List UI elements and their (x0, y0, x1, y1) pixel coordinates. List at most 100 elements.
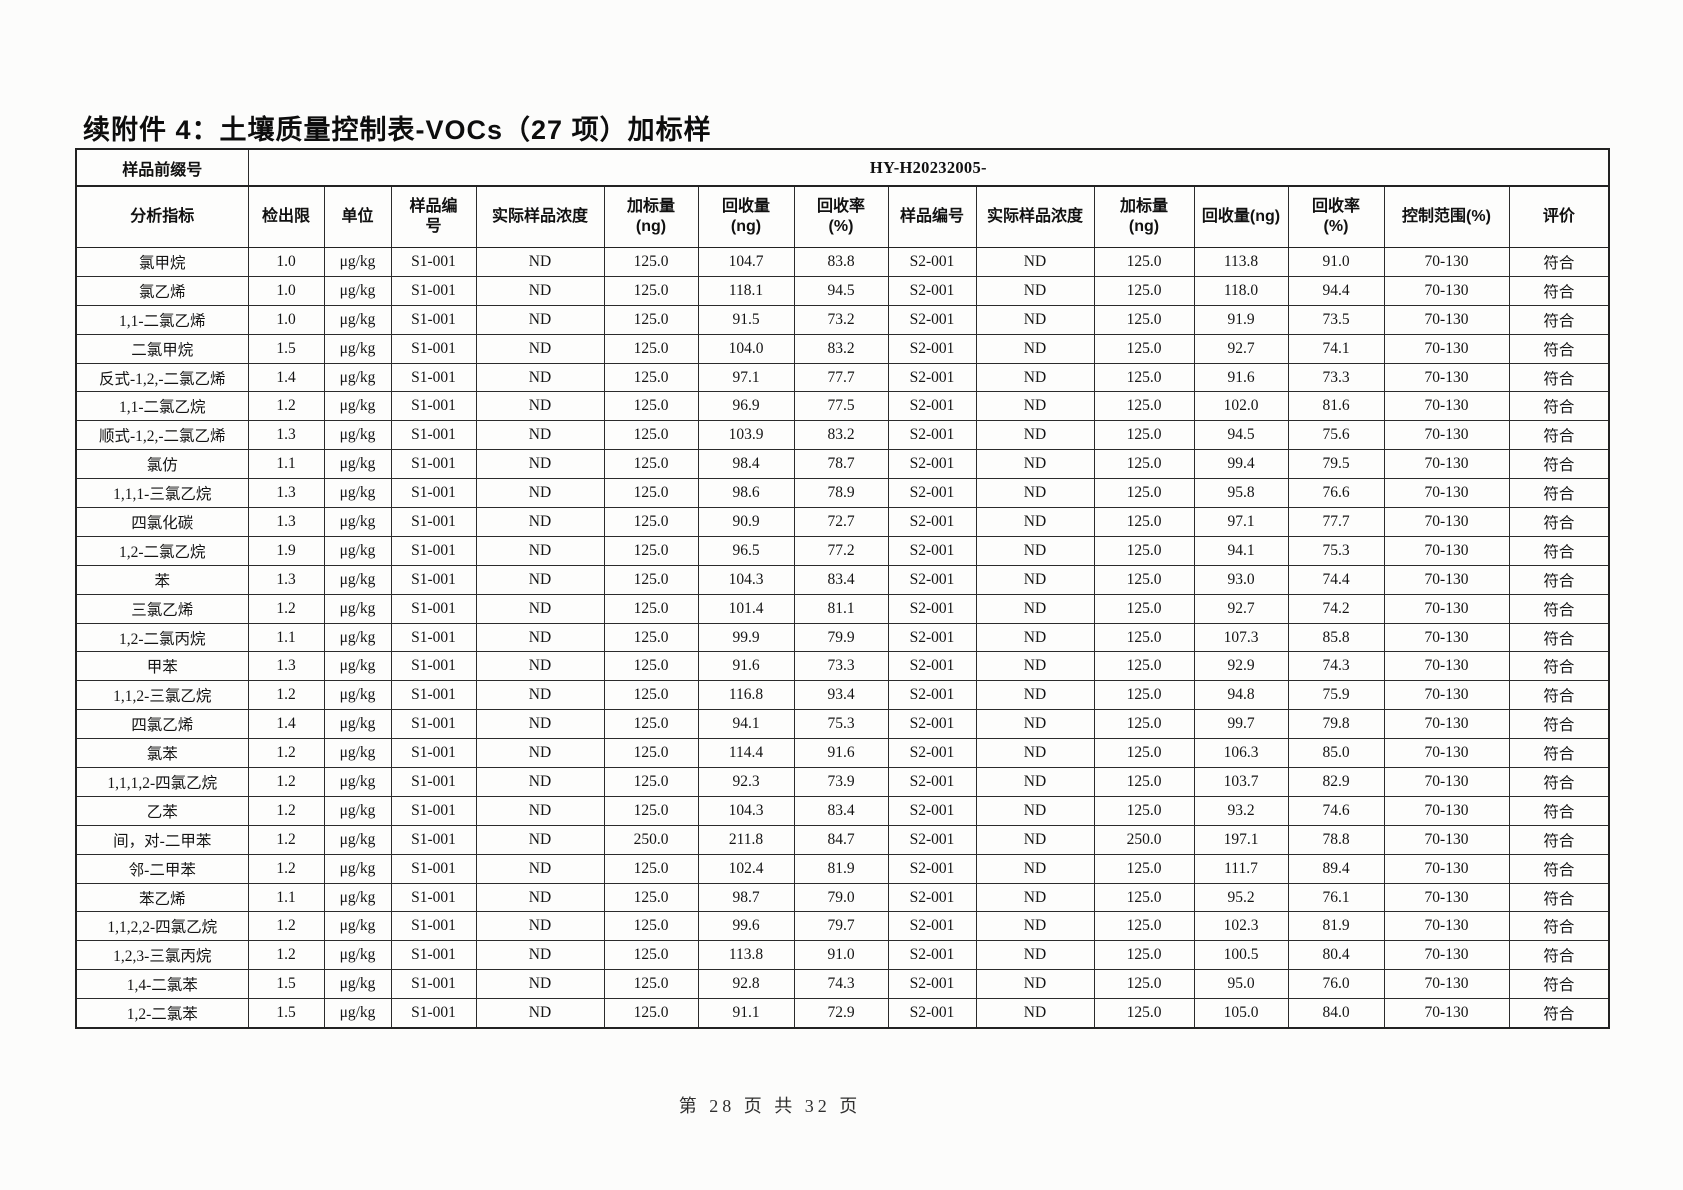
table-cell: 1.5 (247, 333, 325, 364)
table-cell: S1-001 (390, 680, 477, 711)
table-cell: 1.1 (247, 622, 325, 653)
table-cell: ND (475, 391, 605, 422)
table-cell: 符合 (1508, 449, 1610, 480)
table-cell: 83.2 (793, 420, 889, 451)
table-cell: 符合 (1508, 738, 1610, 769)
column-header: 回收量 (ng) (697, 185, 795, 248)
table-header-row: 分析指标 检出限 单位 样品编 号实际样品浓度 加标量 (ng) 回收量 (ng) 回收率 … (75, 185, 1610, 248)
table-cell: 91.6 (697, 651, 795, 682)
column-header: 控制范围(%) (1383, 185, 1510, 248)
table-cell: 1,1-二氯乙烯 (75, 304, 249, 335)
table-cell: 211.8 (697, 824, 795, 855)
table-cell: S2-001 (887, 853, 977, 884)
table-cell: 84.7 (793, 824, 889, 855)
table-cell: 125.0 (1093, 420, 1195, 451)
table-cell: 125.0 (1093, 651, 1195, 682)
table-cell: μg/kg (323, 853, 392, 884)
table-cell: 70-130 (1383, 593, 1510, 624)
table-cell: 70-130 (1383, 998, 1510, 1029)
table-row: 三氯乙烯 1.2 μg/kg S1-001 ND 125.0 101.4 81.1 S2-001… (75, 593, 1610, 624)
table-cell: 93.2 (1193, 795, 1289, 826)
table-cell: 70-130 (1383, 420, 1510, 451)
table-cell: 125.0 (1093, 304, 1195, 335)
table-cell: 92.9 (1193, 651, 1289, 682)
table-cell: 95.2 (1193, 882, 1289, 913)
table-cell: μg/kg (323, 362, 392, 393)
table-cell: ND (475, 709, 605, 740)
table-cell: 1.3 (247, 420, 325, 451)
table-cell: 1,2-二氯乙烷 (75, 535, 249, 566)
table-cell: 1.3 (247, 507, 325, 537)
table-cell: 70-130 (1383, 767, 1510, 797)
table-row: 1,2-二氯丙烷 1.1 μg/kg S1-001 ND 125.0 99.9 79.9 S2-… (75, 622, 1610, 653)
table-cell: μg/kg (323, 738, 392, 769)
table-cell: 78.9 (793, 478, 889, 509)
table-cell: 70-130 (1383, 680, 1510, 711)
table-cell: S1-001 (390, 420, 477, 451)
table-cell: S1-001 (390, 651, 477, 682)
table-cell: μg/kg (323, 564, 392, 595)
table-cell: 70-130 (1383, 940, 1510, 971)
table-cell: S2-001 (887, 362, 977, 393)
table-cell: 76.0 (1287, 969, 1385, 1000)
table-cell: 90.9 (697, 507, 795, 537)
table-cell: 89.4 (1287, 853, 1385, 884)
table-cell: 111.7 (1193, 853, 1289, 884)
table-cell: 70-130 (1383, 275, 1510, 306)
table-cell: 氯苯 (75, 738, 249, 769)
table-cell: S1-001 (390, 478, 477, 509)
table-cell: 70-130 (1383, 622, 1510, 653)
table-cell: S2-001 (887, 304, 977, 335)
table-cell: 1.2 (247, 911, 325, 942)
table-cell: μg/kg (323, 247, 392, 277)
table-cell: 125.0 (603, 738, 699, 769)
table-cell: ND (475, 304, 605, 335)
table-cell: 81.9 (1287, 911, 1385, 942)
table-cell: S1-001 (390, 449, 477, 480)
table-cell: 85.0 (1287, 738, 1385, 769)
table-cell: 73.5 (1287, 304, 1385, 335)
table-cell: 1.3 (247, 564, 325, 595)
table-cell: 70-130 (1383, 824, 1510, 855)
table-cell: 符合 (1508, 969, 1610, 1000)
table-cell: S2-001 (887, 449, 977, 480)
table-row: 苯乙烯 1.1 μg/kg S1-001 ND 125.0 98.7 79.0 S2-001 ND… (75, 882, 1610, 913)
column-header: 检出限 (247, 185, 325, 248)
table-cell: ND (975, 969, 1095, 1000)
table-cell: 73.9 (793, 767, 889, 797)
table-cell: 符合 (1508, 651, 1610, 682)
table-cell: 125.0 (603, 478, 699, 509)
table-cell: 73.2 (793, 304, 889, 335)
table-cell: S1-001 (390, 535, 477, 566)
table-cell: 94.1 (697, 709, 795, 740)
table-cell: 符合 (1508, 593, 1610, 624)
table-cell: 四氯化碳 (75, 507, 249, 537)
table-cell: μg/kg (323, 882, 392, 913)
table-cell: 76.6 (1287, 478, 1385, 509)
table-cell: μg/kg (323, 275, 392, 306)
table-cell: 1.0 (247, 275, 325, 306)
table-cell: ND (975, 738, 1095, 769)
table-cell: 83.4 (793, 795, 889, 826)
table-cell: 氯甲烷 (75, 247, 249, 277)
table-cell: 104.3 (697, 564, 795, 595)
table-row: 1,2-二氯苯 1.5 μg/kg S1-001 ND 125.0 91.1 72.9 S2-0… (75, 998, 1610, 1029)
table-cell: μg/kg (323, 651, 392, 682)
table-row: 1,1,2,2-四氯乙烷 1.2 μg/kg S1-001 ND 125.0 99.6 79.… (75, 911, 1610, 942)
table-cell: 77.5 (793, 391, 889, 422)
table-cell: S1-001 (390, 940, 477, 971)
table-cell: S1-001 (390, 593, 477, 624)
table-cell: 1.0 (247, 247, 325, 277)
table-cell: 1.4 (247, 709, 325, 740)
table-cell: 75.3 (793, 709, 889, 740)
table-cell: 125.0 (603, 449, 699, 480)
table-cell: 70-130 (1383, 535, 1510, 566)
table-row: 1,1,2-三氯乙烷 1.2 μg/kg S1-001 ND 125.0 116.8 93.4… (75, 680, 1610, 711)
table-cell: 79.8 (1287, 709, 1385, 740)
table-cell: 104.7 (697, 247, 795, 277)
table-cell: 92.8 (697, 969, 795, 1000)
table-cell: S2-001 (887, 478, 977, 509)
table-cell: 符合 (1508, 535, 1610, 566)
table-cell: 二氯甲烷 (75, 333, 249, 364)
table-cell: S2-001 (887, 420, 977, 451)
